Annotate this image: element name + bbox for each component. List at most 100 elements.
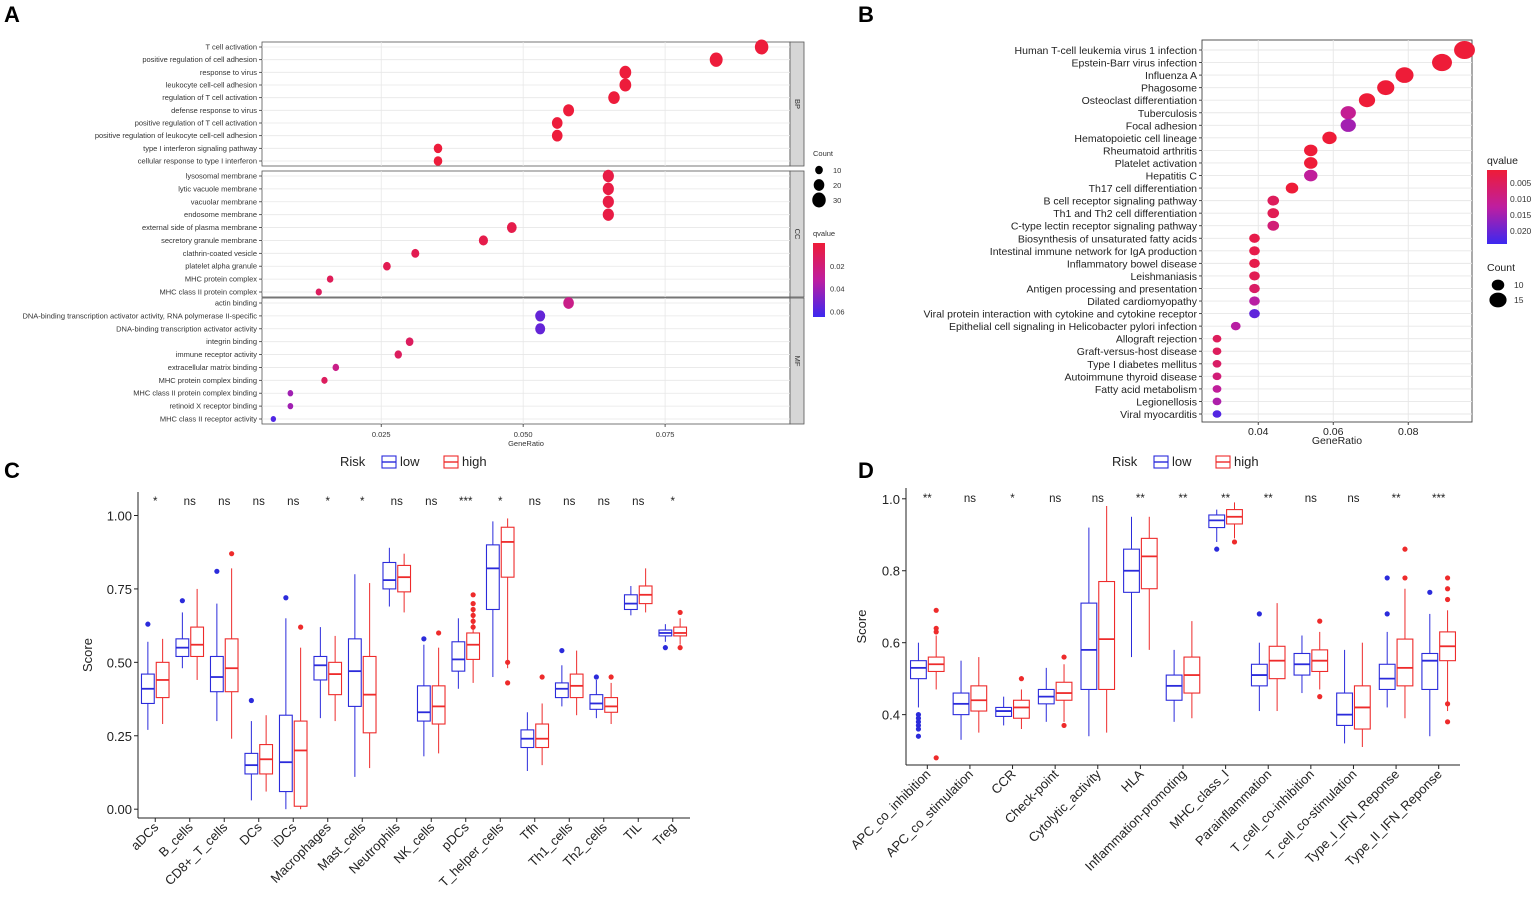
- outlier-point: [179, 598, 185, 604]
- size-legend-label: 10: [1514, 280, 1524, 290]
- term-label: defense response to virus: [171, 106, 257, 115]
- box-low: [1165, 674, 1183, 701]
- color-legend-title: qvalue: [1487, 155, 1518, 167]
- outlier-point: [1317, 694, 1323, 700]
- significance-label: ns: [218, 496, 230, 508]
- term-label: response to virus: [200, 68, 257, 77]
- enrichment-dot: [1340, 106, 1356, 120]
- box-low: [209, 655, 224, 693]
- facet-strip: [789, 297, 805, 425]
- term-label: MHC protein complex: [185, 275, 257, 284]
- term-label: Dilated cardiomyopathy: [1087, 296, 1197, 308]
- size-legend-label: 20: [833, 181, 841, 190]
- size-legend-title: Count: [1487, 262, 1515, 274]
- enrichment-dot: [1395, 67, 1414, 83]
- term-label: MHC class II protein complex binding: [133, 389, 257, 398]
- significance-label: *: [153, 496, 158, 508]
- enrichment-dot: [1285, 182, 1299, 194]
- significance-label: ns: [287, 496, 299, 508]
- outlier-point: [915, 712, 922, 718]
- significance-label: **: [1136, 493, 1145, 505]
- outlier-point: [915, 733, 922, 739]
- size-legend-dot: [812, 192, 826, 208]
- box-high: [293, 720, 308, 807]
- enrichment-dot: [1267, 220, 1280, 231]
- enrichment-dot: [1249, 258, 1260, 268]
- significance-label: **: [1392, 493, 1401, 505]
- x-tick-label: 0.075: [656, 430, 675, 439]
- enrichment-dot: [287, 390, 294, 397]
- outlier-point: [933, 607, 939, 613]
- enrichment-dot: [1212, 410, 1222, 418]
- term-label: Viral myocarditis: [1120, 409, 1197, 421]
- outlier-point: [1018, 676, 1025, 682]
- outlier-point: [470, 601, 476, 607]
- legend-title: Risk: [1112, 454, 1138, 469]
- panel-label-c: C: [4, 458, 20, 483]
- outlier-point: [1384, 575, 1390, 581]
- outlier-point: [539, 674, 545, 680]
- enrichment-dot: [1454, 40, 1475, 60]
- outlier-point: [593, 674, 599, 680]
- color-legend-bar: [1487, 170, 1507, 244]
- outlier-point: [248, 697, 254, 704]
- outlier-point: [470, 592, 476, 598]
- box-low: [554, 682, 569, 699]
- color-legend-label: 0.015: [1510, 210, 1532, 220]
- y-tick-label: 0.4: [882, 708, 900, 723]
- outlier-point: [1444, 596, 1451, 603]
- box-high: [1396, 638, 1414, 687]
- term-label: Th1 and Th2 cell differentiation: [1053, 208, 1197, 220]
- enrichment-dot: [1304, 169, 1318, 182]
- box-high: [1012, 699, 1030, 719]
- enrichment-dot: [563, 297, 574, 309]
- facet-strip: [789, 41, 805, 167]
- x-tick-label: Tfh: [517, 820, 541, 844]
- outlier-point: [1061, 654, 1067, 660]
- term-label: vacuolar membrane: [191, 197, 257, 206]
- outlier-point: [608, 674, 614, 680]
- outlier-point: [1231, 539, 1238, 545]
- term-label: Th17 cell differentiation: [1089, 183, 1198, 195]
- outlier-point: [933, 755, 939, 761]
- x-axis-title: GeneRatio: [508, 439, 544, 448]
- enrichment-dot: [1304, 144, 1318, 157]
- outlier-point: [1402, 575, 1408, 581]
- plot-panel: [1201, 39, 1473, 423]
- significance-label: **: [1264, 493, 1273, 505]
- box-high: [1098, 580, 1116, 691]
- outlier-point: [145, 621, 151, 627]
- y-tick-label: 1.0: [882, 492, 900, 507]
- box-high: [328, 661, 343, 696]
- legend-title: Risk: [340, 454, 366, 469]
- term-label: Biosynthesis of unsaturated fatty acids: [1018, 233, 1197, 245]
- enrichment-dot: [1249, 246, 1260, 256]
- outlier-point: [1317, 618, 1323, 624]
- term-label: Epithelial cell signaling in Helicobacte…: [949, 321, 1197, 333]
- term-label: Influenza A: [1145, 70, 1197, 82]
- enrichment-dot: [433, 143, 443, 154]
- enrichment-dot: [535, 310, 546, 322]
- enrichment-dot: [619, 78, 632, 92]
- significance-label: **: [1179, 493, 1188, 505]
- size-legend-dot: [1489, 292, 1507, 308]
- enrichment-dot: [551, 129, 563, 142]
- outlier-point: [1402, 546, 1408, 552]
- term-label: lysosomal membrane: [186, 172, 257, 181]
- term-label: retinoid X receptor binding: [169, 402, 257, 411]
- box-low: [278, 714, 293, 793]
- significance-label: ns: [598, 496, 610, 508]
- enrichment-dot: [315, 288, 322, 296]
- term-label: Epstein-Barr virus infection: [1072, 58, 1198, 70]
- enrichment-dot: [394, 350, 402, 359]
- enrichment-dot: [551, 117, 563, 129]
- enrichment-dot: [1230, 321, 1241, 331]
- box-low: [1421, 652, 1439, 691]
- outlier-point: [214, 568, 220, 574]
- box-low: [244, 752, 259, 775]
- significance-label: ns: [1347, 493, 1359, 505]
- enrichment-dot: [1212, 334, 1222, 343]
- box-high: [970, 685, 988, 712]
- x-tick-label: Parainflammation: [1192, 767, 1274, 849]
